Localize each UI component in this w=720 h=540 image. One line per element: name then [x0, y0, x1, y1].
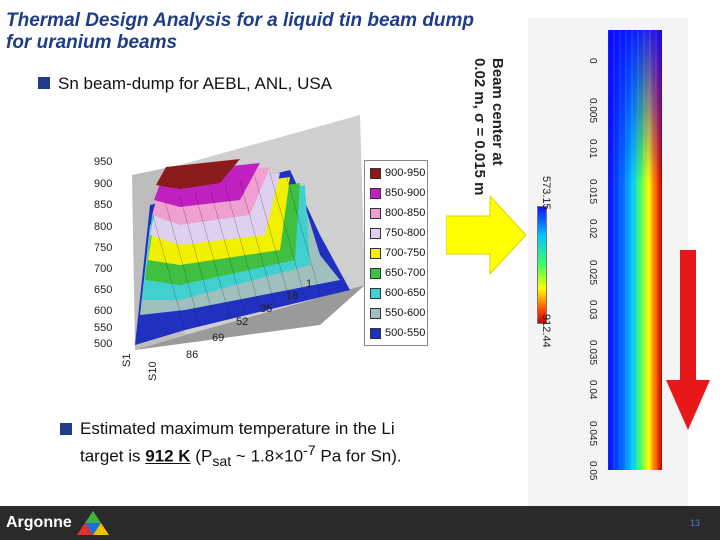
x-tick: 35: [260, 303, 272, 315]
colormap-axis-tick: 0.01: [587, 138, 598, 159]
estimate-line2: target is 912 K (Psat ~ 1.8×10-7 Pa for …: [80, 440, 402, 473]
beam-note-line2: 0.02 m, σ = 0.015 m: [471, 58, 488, 196]
legend-entry: 650-700: [370, 266, 425, 280]
legend-entry: 800-850: [370, 206, 425, 220]
legend-entry: 700-750: [370, 246, 425, 260]
red-arrow-icon: [666, 250, 710, 430]
z-tick: 900: [94, 178, 112, 190]
legend-swatch: [370, 187, 381, 199]
colormap-axis-tick: 0.05: [587, 461, 598, 481]
z-tick: 600: [94, 305, 112, 317]
z-tick: 850: [94, 199, 112, 211]
colormap-axis-tick: 0.02: [587, 219, 598, 239]
legend-swatch: [370, 167, 381, 179]
beam-center-note: Beam center at 0.02 m, σ = 0.015 m: [466, 58, 506, 208]
legend-label: 500-550: [385, 327, 426, 339]
z-tick: 500: [94, 338, 112, 350]
x-tick: 52: [236, 316, 248, 328]
estimate-line1: Estimated maximum temperature in the Li: [80, 419, 395, 438]
estimate-post3: Pa for Sn).: [315, 446, 402, 466]
estimate-post: (P: [190, 446, 213, 466]
legend-label: 900-950: [385, 167, 426, 179]
legend-swatch: [370, 267, 381, 279]
beam-note-line1: Beam center at: [489, 58, 506, 166]
legend-swatch: [370, 227, 381, 239]
x-tick: 86: [186, 349, 198, 361]
bullet-square-icon: [38, 77, 50, 89]
colorbar: [537, 206, 547, 324]
legend-label: 650-700: [385, 267, 426, 279]
surface-mesh: [135, 159, 350, 345]
surface-plot-legend: 900-950 850-900 800-850 750-800 700-750 650-7…: [364, 160, 428, 346]
z-tick: 550: [94, 322, 112, 334]
slide-title: Thermal Design Analysis for a liquid tin…: [6, 10, 475, 53]
x-tick: 18: [286, 290, 298, 302]
z-tick: 700: [94, 263, 112, 275]
legend-label: 600-650: [385, 287, 426, 299]
z-tick: 950: [94, 156, 112, 168]
bullet-beam-dump: Sn beam-dump for AEBL, ANL, USA: [38, 74, 332, 94]
footer-bar: [0, 506, 720, 540]
colorbar-min-label: 912.44: [540, 314, 552, 348]
argonne-logo: Argonne: [6, 510, 110, 536]
legend-label: 750-800: [385, 227, 426, 239]
colormap-axis-tick: 0.025: [587, 259, 598, 285]
legend-swatch: [370, 247, 381, 259]
legend-entry: 550-600: [370, 306, 425, 320]
page-number: 13: [690, 518, 701, 528]
estimate-sub: sat: [212, 454, 232, 471]
colormap-axis-tick: 0.045: [587, 420, 598, 446]
estimate-value: 912 K: [145, 446, 191, 466]
colorbar-max-label: 573.15: [540, 176, 552, 210]
bullet-beam-dump-text: Sn beam-dump for AEBL, ANL, USA: [58, 74, 333, 93]
legend-entry: 600-650: [370, 286, 425, 300]
x-tick: 69: [212, 332, 224, 344]
y-tick: S1: [121, 354, 133, 367]
legend-entry: 900-950: [370, 166, 425, 180]
colormap-axis-tick: 0: [587, 58, 598, 64]
colormap-axis-tick: 0.015: [587, 178, 598, 204]
y-tick: S10: [147, 361, 159, 381]
temperature-surface-plot: 950 900 850 800 750 700 650 600 550 500 …: [94, 115, 365, 381]
legend-label: 800-850: [385, 207, 426, 219]
colormap-axis-tick: 0.035: [587, 340, 598, 366]
legend-swatch: [370, 287, 381, 299]
z-tick: 750: [94, 242, 112, 254]
legend-label: 550-600: [385, 307, 426, 319]
colormap-axis-tick: 0.005: [587, 98, 598, 124]
legend-swatch: [370, 307, 381, 319]
legend-label: 850-900: [385, 187, 426, 199]
legend-swatch: [370, 207, 381, 219]
legend-entry: 750-800: [370, 226, 425, 240]
logo-text: Argonne: [6, 514, 72, 531]
temperature-colormap: [608, 30, 662, 470]
estimate-exp: -7: [303, 443, 316, 459]
estimate-mid: target is: [80, 446, 146, 466]
legend-swatch: [370, 327, 381, 339]
bullet-estimate-text: Estimated maximum temperature in the Li …: [80, 418, 402, 473]
legend-entry: 850-900: [370, 186, 425, 200]
yellow-arrow-icon: [446, 196, 526, 274]
legend-label: 700-750: [385, 247, 426, 259]
z-tick: 650: [94, 284, 112, 296]
estimate-post2: ~ 1.8×10: [231, 446, 304, 466]
colormap-axis-tick: 0.04: [587, 380, 598, 400]
triangle-logo-icon: [76, 511, 109, 535]
legend-entry: 500-550: [370, 326, 425, 340]
colormap-axis-tick: 0.03: [587, 299, 598, 320]
bullet-estimate: Estimated maximum temperature in the Li …: [60, 418, 470, 473]
x-tick: 1: [306, 278, 312, 290]
bullet-square-icon: [60, 423, 72, 435]
z-tick: 800: [94, 221, 112, 233]
